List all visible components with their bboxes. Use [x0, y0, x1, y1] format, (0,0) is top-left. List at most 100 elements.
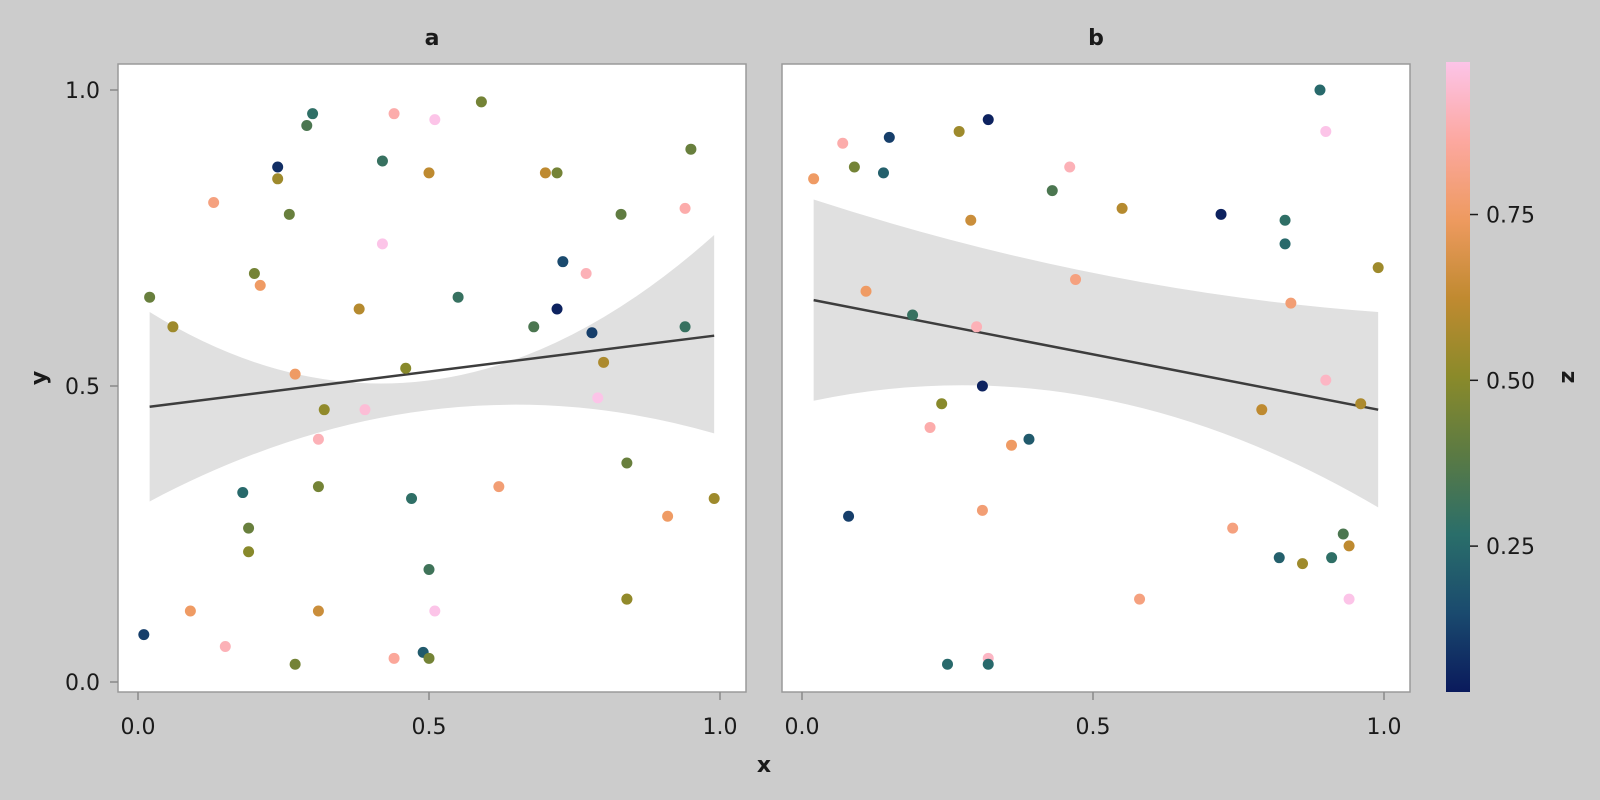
- panel-b-data-point: [1273, 552, 1285, 564]
- panel-b-data-point: [860, 285, 872, 297]
- panel-b-data-point: [1215, 208, 1227, 220]
- panel-b-data-point: [1256, 404, 1268, 416]
- y-tick-label: 1.0: [65, 79, 100, 104]
- panel-b-data-point: [1285, 297, 1297, 309]
- panel-a-data-point: [615, 208, 627, 220]
- panel-a-data-point: [184, 605, 196, 617]
- panel-a-data-point: [318, 404, 330, 416]
- panel-b-data-point: [1023, 433, 1035, 445]
- panel-b-data-point: [1064, 161, 1076, 173]
- panel-a-data-point: [423, 564, 435, 576]
- panel-a-data-point: [621, 593, 633, 605]
- panel-b-data-point: [1355, 398, 1367, 410]
- panel-b-data-point: [1070, 273, 1082, 285]
- panel-b-data-point: [1343, 540, 1355, 552]
- panel-a-data-point: [307, 108, 319, 120]
- panel-a-data-point: [248, 268, 260, 280]
- panel-a-data-point: [376, 155, 388, 167]
- panel-a-data-point: [586, 327, 598, 339]
- panel-b-confidence-band: [813, 199, 1379, 508]
- panel-a-x-tick-label: 1.0: [703, 715, 738, 740]
- panel-a-data-point: [219, 640, 231, 652]
- panel-a-data-point: [144, 291, 156, 303]
- panel-b-data-point: [1227, 522, 1239, 534]
- panel-b-data-point: [924, 421, 936, 433]
- y-tick-label: 0.0: [65, 671, 100, 696]
- panel-a-data-point: [283, 208, 295, 220]
- panel-a-data-point: [685, 143, 697, 155]
- panel-a-data-point: [592, 392, 604, 404]
- panel-a-data-point: [708, 492, 720, 504]
- panel-b-data-point: [1337, 528, 1349, 540]
- panel-a-data-point: [376, 238, 388, 250]
- panel-a: a 0.0 0.5 1.0 0.0 0.5 1.0: [65, 26, 747, 740]
- panel-a-data-point: [243, 546, 255, 558]
- panel-a-data-point: [167, 321, 179, 333]
- panel-b-data-point: [1279, 214, 1291, 226]
- panel-b-fit-line: [813, 298, 1379, 411]
- panel-a-data-point: [557, 256, 569, 268]
- panel-a-data-point: [388, 652, 400, 664]
- panel-b-data-point: [1320, 374, 1332, 386]
- panel-b-data-point: [837, 137, 849, 149]
- panel-a-data-point: [301, 120, 313, 132]
- panel-a-data-point: [388, 108, 400, 120]
- panel-b-data-point: [1006, 439, 1018, 451]
- panel-a-data-point: [289, 368, 301, 380]
- panel-a-data-point: [254, 279, 266, 291]
- colorbar: 0.25 0.50 0.75 z: [1446, 62, 1581, 692]
- panel-a-data-point: [272, 161, 284, 173]
- panel-b-data-point: [843, 510, 855, 522]
- panel-a-data-point: [312, 605, 324, 617]
- panel-b-data-point: [848, 161, 860, 173]
- panel-b-data-point: [1314, 84, 1326, 96]
- panel-a-data-point: [400, 362, 412, 374]
- panel-b: b 0.0 0.5 1.0: [781, 26, 1411, 740]
- panel-b-data-point: [1326, 552, 1338, 564]
- panel-a-data-point: [353, 303, 365, 315]
- panel-a-data-point: [452, 291, 464, 303]
- panel-b-title: b: [1088, 26, 1104, 51]
- panel-a-data-point: [662, 510, 674, 522]
- panel-a-data-point: [580, 268, 592, 280]
- panel-a-data-point: [406, 492, 418, 504]
- y-axis-label: y: [27, 371, 52, 385]
- panel-a-x-tick-label: 0.0: [121, 715, 156, 740]
- panel-b-x-tick-label: 1.0: [1367, 715, 1402, 740]
- panel-a-data-point: [539, 167, 551, 179]
- panel-a-data-point: [621, 457, 633, 469]
- panel-a-data-point: [312, 433, 324, 445]
- panel-a-title: a: [425, 26, 440, 51]
- panel-a-data-point: [312, 481, 324, 493]
- panel-a-data-point: [359, 404, 371, 416]
- panel-a-data-point: [679, 202, 691, 214]
- panel-a-data-point: [243, 522, 255, 534]
- panel-b-data-point: [965, 214, 977, 226]
- panel-a-data-point: [423, 167, 435, 179]
- panel-b-data-point: [1046, 185, 1058, 197]
- panel-a-data-point: [423, 652, 435, 664]
- panel-b-data-point: [1297, 558, 1309, 570]
- panel-a-data-point: [429, 114, 441, 126]
- panel-b-data-point: [976, 504, 988, 516]
- panel-b-data-point: [877, 167, 889, 179]
- panel-b-x-tick-label: 0.5: [1076, 715, 1111, 740]
- panel-a-confidence-band: [149, 235, 715, 502]
- panel-a-data-point: [475, 96, 487, 108]
- panel-b-data-point: [883, 131, 895, 143]
- panel-b-x-tick-label: 0.0: [785, 715, 820, 740]
- panel-a-data-point: [551, 303, 563, 315]
- colorbar-tick-label: 0.50: [1486, 369, 1535, 394]
- panel-b-data-point: [907, 309, 919, 321]
- panel-b-data-point: [1279, 238, 1291, 250]
- panel-a-data-point: [208, 196, 220, 208]
- panel-b-data-point: [936, 398, 948, 410]
- colorbar-label: z: [1556, 371, 1581, 384]
- panel-b-data-point: [1343, 593, 1355, 605]
- panel-a-fit-line: [149, 334, 715, 408]
- panel-a-data-point: [272, 173, 284, 185]
- panel-b-data-point: [1134, 593, 1146, 605]
- panel-b-data-point: [808, 173, 820, 185]
- panel-b-data-point: [1372, 262, 1384, 274]
- panel-b-data-point: [1116, 202, 1128, 214]
